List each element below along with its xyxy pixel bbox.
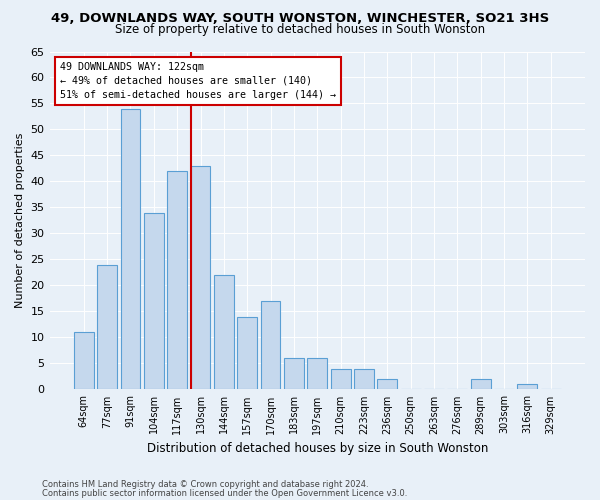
Text: 49, DOWNLANDS WAY, SOUTH WONSTON, WINCHESTER, SO21 3HS: 49, DOWNLANDS WAY, SOUTH WONSTON, WINCHE… — [51, 12, 549, 26]
Text: Contains HM Land Registry data © Crown copyright and database right 2024.: Contains HM Land Registry data © Crown c… — [42, 480, 368, 489]
Bar — [307, 358, 327, 390]
Bar — [238, 316, 257, 390]
Bar — [121, 108, 140, 390]
Bar — [284, 358, 304, 390]
Bar — [354, 368, 374, 390]
Bar — [331, 368, 350, 390]
Bar — [471, 379, 491, 390]
Bar — [74, 332, 94, 390]
Bar — [377, 379, 397, 390]
Bar — [167, 171, 187, 390]
Y-axis label: Number of detached properties: Number of detached properties — [15, 133, 25, 308]
Text: Size of property relative to detached houses in South Wonston: Size of property relative to detached ho… — [115, 22, 485, 36]
Bar — [97, 264, 117, 390]
X-axis label: Distribution of detached houses by size in South Wonston: Distribution of detached houses by size … — [146, 442, 488, 455]
Bar — [260, 301, 280, 390]
Bar — [191, 166, 211, 390]
Text: Contains public sector information licensed under the Open Government Licence v3: Contains public sector information licen… — [42, 488, 407, 498]
Bar — [144, 212, 164, 390]
Bar — [214, 275, 234, 390]
Text: 49 DOWNLANDS WAY: 122sqm
← 49% of detached houses are smaller (140)
51% of semi-: 49 DOWNLANDS WAY: 122sqm ← 49% of detach… — [60, 62, 336, 100]
Bar — [517, 384, 538, 390]
